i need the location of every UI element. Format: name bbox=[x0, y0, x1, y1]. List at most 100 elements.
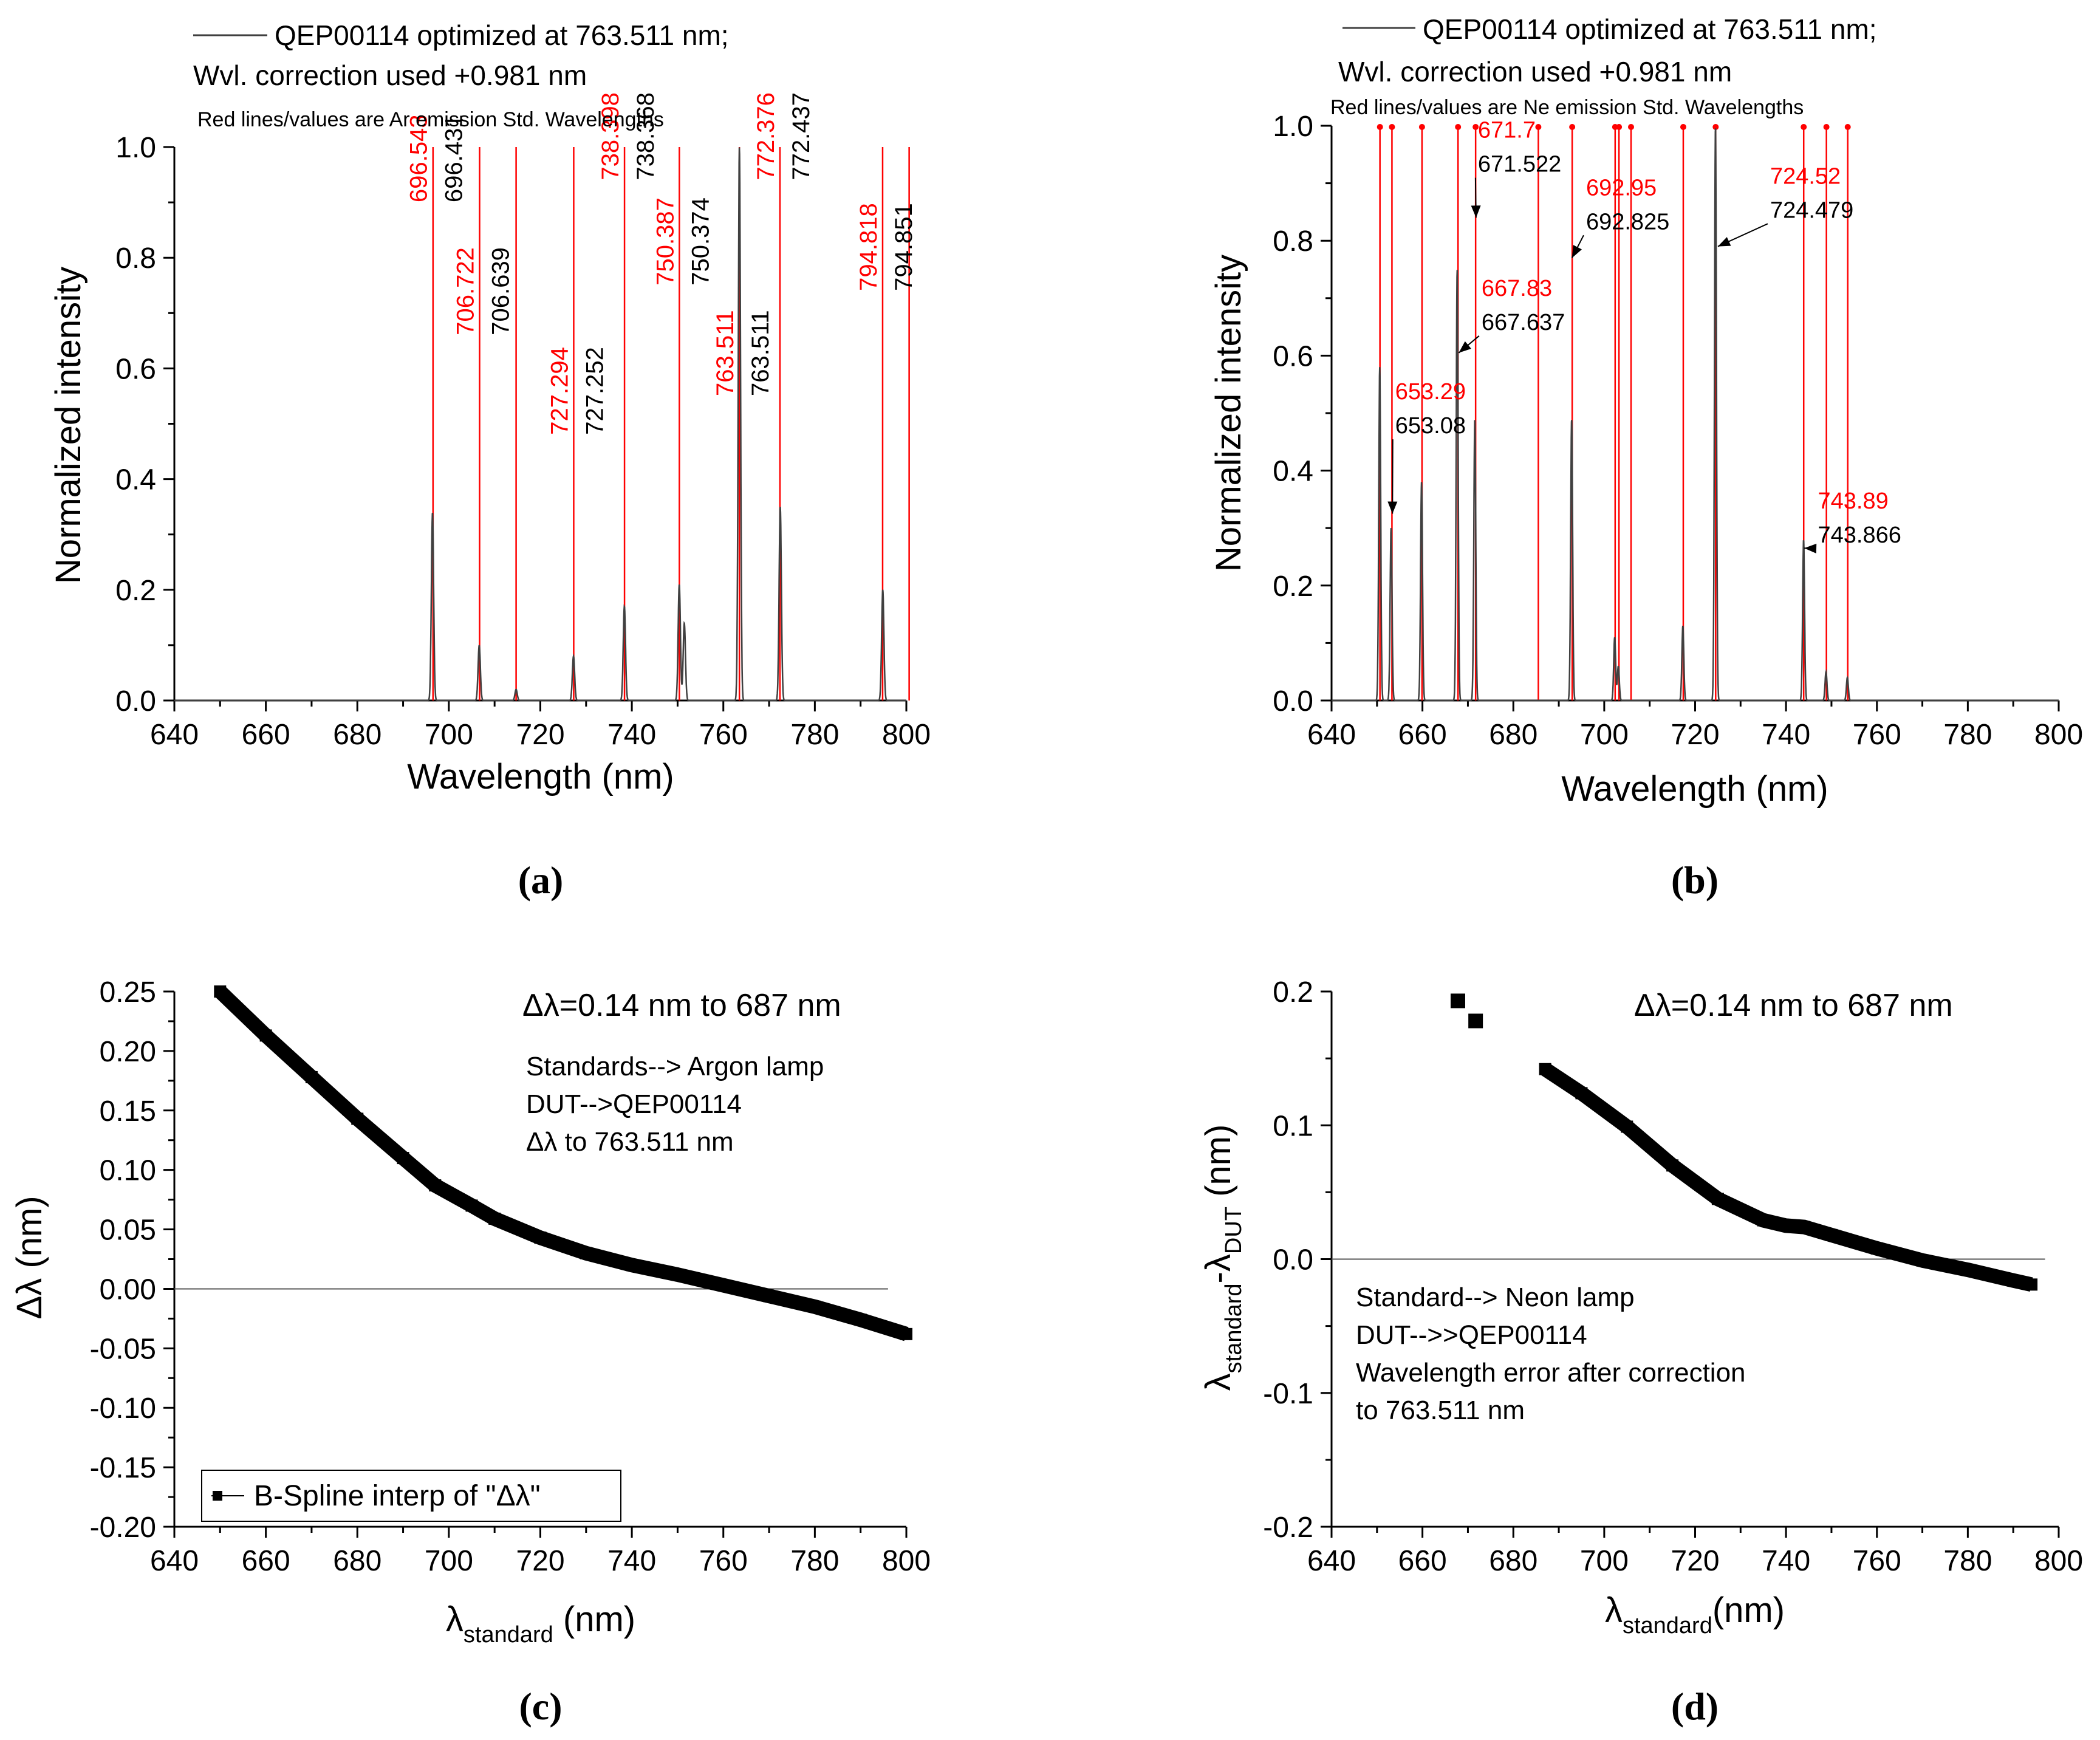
x-tick-label: 680 bbox=[333, 1545, 381, 1577]
x-tick-label: 640 bbox=[150, 719, 199, 751]
y-tick-label: 0.15 bbox=[100, 1095, 156, 1128]
y-axis-title-sub: standard bbox=[1221, 1283, 1247, 1373]
x-tick-label: 640 bbox=[1307, 1545, 1356, 1577]
y-tick-label: -0.1 bbox=[1263, 1378, 1313, 1410]
data-point bbox=[1468, 1013, 1483, 1029]
data-point bbox=[214, 985, 227, 998]
x-tick-label: 660 bbox=[1398, 1545, 1447, 1577]
chart-note: Standard--> Neon lamp bbox=[1356, 1283, 1635, 1312]
label-arrowhead bbox=[1804, 543, 1817, 553]
legend-box bbox=[201, 1470, 621, 1522]
measured-wavelength-label: 667.637 bbox=[1482, 310, 1565, 335]
legend-text: Wvl. correction used +0.981 nm bbox=[1338, 56, 1732, 87]
x-tick-label: 680 bbox=[1489, 1545, 1537, 1577]
reference-marker bbox=[1569, 124, 1576, 130]
chart-note: to 763.511 nm bbox=[1356, 1396, 1525, 1425]
y-axis-title-tail: (nm) bbox=[1199, 1125, 1238, 1207]
x-tick-label: 780 bbox=[790, 1545, 839, 1577]
panel-caption: (c) bbox=[519, 1685, 562, 1728]
x-axis-title: Wavelength (nm) bbox=[407, 757, 674, 796]
data-point bbox=[2025, 1278, 2038, 1291]
data-point bbox=[1539, 1063, 1551, 1075]
x-axis-title-sub: standard bbox=[463, 1622, 553, 1648]
panel-b: 640 660 680 700 720 740 760 780 800 0.0 0.2 0.4 0.6 0… bbox=[1209, 13, 2083, 902]
chart-note: Wavelength error after correction bbox=[1356, 1358, 1746, 1388]
reference-marker bbox=[1801, 124, 1807, 130]
data-point bbox=[397, 1152, 409, 1165]
x-axis-title-main: λ bbox=[1605, 1591, 1623, 1630]
x-tick-label: 700 bbox=[425, 1545, 473, 1577]
y-tick-label: 0.8 bbox=[115, 242, 156, 275]
x-tick-label: 720 bbox=[1671, 1545, 1719, 1577]
std-wavelength-label: 727.294 bbox=[546, 347, 573, 435]
x-tick-label: 760 bbox=[699, 1545, 748, 1577]
x-tick-label: 660 bbox=[242, 1545, 290, 1577]
measured-wavelength-label: 706.639 bbox=[487, 247, 514, 335]
data-point bbox=[488, 1212, 501, 1225]
y-tick-label: 0.2 bbox=[115, 575, 156, 607]
y-tick-label: 0.1 bbox=[1273, 1110, 1313, 1142]
reference-marker bbox=[1628, 124, 1635, 130]
std-wavelength-label: 724.52 bbox=[1770, 163, 1841, 189]
chart-annotation: Δλ=0.14 nm to 687 nm bbox=[1634, 988, 1953, 1023]
x-tick-label: 780 bbox=[1943, 1545, 1992, 1577]
legend-text: Wvl. correction used +0.981 nm bbox=[193, 60, 587, 91]
y-tick-label: 0.4 bbox=[1273, 456, 1313, 488]
x-tick-label: 680 bbox=[333, 719, 381, 751]
x-tick-label: 760 bbox=[1853, 719, 1901, 751]
spectrum-line bbox=[174, 147, 906, 702]
data-point bbox=[900, 1327, 912, 1340]
x-tick-label: 700 bbox=[1580, 719, 1629, 751]
reference-marker bbox=[1455, 124, 1462, 130]
panel-caption: (b) bbox=[1671, 858, 1719, 902]
y-tick-label: 0.00 bbox=[100, 1273, 156, 1306]
legend-text: QEP00114 optimized at 763.511 nm; bbox=[1423, 13, 1877, 45]
data-point bbox=[1961, 1264, 1974, 1276]
x-tick-label: 800 bbox=[2034, 719, 2083, 751]
x-tick-label: 720 bbox=[516, 1545, 564, 1577]
y-tick-label: -0.15 bbox=[90, 1452, 156, 1484]
measured-wavelength-label: 794.851 bbox=[891, 203, 917, 291]
x-tick-label: 800 bbox=[882, 719, 931, 751]
legend-swatch-marker bbox=[213, 1491, 222, 1501]
x-tick-label: 760 bbox=[1853, 1545, 1901, 1577]
panel-a: 640 660 680 700 720 740 760 780 800 0.0 0.2 0.4 0.6 0… bbox=[49, 19, 931, 902]
data-series-line bbox=[1541, 1063, 2033, 1292]
reference-marker bbox=[1389, 124, 1395, 130]
x-tick-label: 740 bbox=[1762, 1545, 1810, 1577]
std-wavelength-label: 692.95 bbox=[1586, 175, 1657, 200]
x-tick-label: 780 bbox=[1943, 719, 1992, 751]
data-point bbox=[1916, 1254, 1929, 1267]
label-arrowhead bbox=[1459, 341, 1471, 353]
data-point bbox=[1711, 1193, 1724, 1205]
data-point bbox=[1870, 1242, 1883, 1255]
y-tick-label: 0.0 bbox=[115, 685, 156, 718]
reference-marker bbox=[1823, 124, 1830, 130]
data-point bbox=[1798, 1221, 1811, 1233]
measured-wavelength-label: 671.522 bbox=[1478, 152, 1561, 177]
spectrum-line bbox=[1332, 128, 2059, 702]
measured-wavelength-label: 772.437 bbox=[788, 92, 815, 180]
x-axis-title-main: λ bbox=[446, 1600, 463, 1639]
measured-wavelength-label: 724.479 bbox=[1770, 197, 1853, 223]
std-wavelength-label: 738.398 bbox=[597, 92, 624, 180]
data-point bbox=[305, 1070, 318, 1083]
x-tick-label: 800 bbox=[882, 1545, 931, 1577]
std-wavelength-label: 763.511 bbox=[712, 310, 739, 396]
panel-c: 640 660 680 700 720 740 760 780 800 0.25 0.20 0.15 0… bbox=[10, 976, 931, 1728]
y-axis-title-sub: DUT bbox=[1221, 1207, 1247, 1254]
measured-wavelength-label: 653.08 bbox=[1395, 413, 1466, 439]
data-point bbox=[1666, 1159, 1679, 1172]
x-tick-label: 660 bbox=[1398, 719, 1447, 751]
chart-note: Red lines/values are Ar emission Std. Wa… bbox=[197, 108, 664, 131]
chart-note: DUT-->>QEP00114 bbox=[1356, 1320, 1587, 1350]
std-wavelength-label: 706.722 bbox=[452, 247, 479, 335]
y-axis-title: Δλ (nm) bbox=[10, 1196, 49, 1319]
y-tick-label: 0.05 bbox=[100, 1214, 156, 1247]
measured-wavelength-label: 696.431 bbox=[441, 115, 468, 203]
y-axis-title: Normalized intensity bbox=[1209, 255, 1248, 572]
x-tick-label: 700 bbox=[1580, 1545, 1629, 1577]
reference-marker bbox=[1616, 124, 1623, 130]
y-tick-label: 1.0 bbox=[115, 132, 156, 164]
